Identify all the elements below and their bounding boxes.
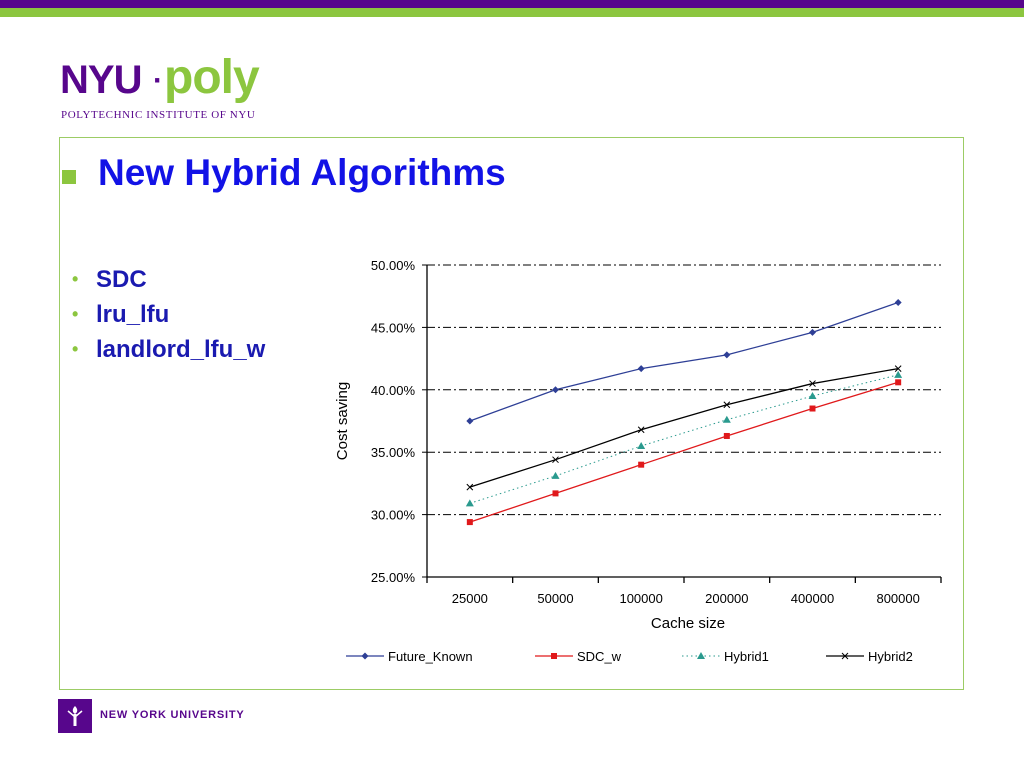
- y-axis-label: Cost saving: [334, 382, 351, 460]
- nyu-torch-icon: [58, 699, 92, 733]
- star-stroke: [841, 652, 849, 660]
- logo-poly-text: poly: [164, 51, 260, 104]
- data-point-star: [841, 652, 849, 660]
- data-point-diamond: [361, 652, 369, 660]
- y-tick-label: 50.00%: [371, 258, 416, 273]
- star-stroke: [637, 426, 645, 434]
- series-sdc-w: [466, 379, 902, 526]
- data-point-star: [637, 426, 645, 434]
- title-bullet-square: [62, 170, 76, 184]
- bullet-text: landlord_lfu_w: [96, 336, 266, 363]
- data-point-triangle: [808, 392, 817, 400]
- star-stroke: [894, 365, 902, 372]
- bullet-item: • SDC: [72, 262, 265, 297]
- y-tick-label: 35.00%: [371, 445, 416, 460]
- data-point-star: [723, 401, 731, 409]
- top-bar-green: [0, 8, 1024, 17]
- data-point-triangle: [894, 370, 903, 378]
- data-point-square: [466, 519, 473, 526]
- legend-label: Hybrid1: [724, 649, 769, 664]
- legend-label: SDC_w: [577, 649, 622, 664]
- x-tick-label: 400000: [791, 591, 834, 606]
- legend-item: Future_Known: [346, 649, 473, 664]
- legend-item: Hybrid1: [682, 649, 769, 664]
- series-line: [469, 367, 899, 488]
- series-line: [469, 301, 899, 422]
- bullet-dot-icon: •: [72, 304, 79, 324]
- data-point-triangle: [697, 652, 705, 659]
- footer-org-name: NEW YORK UNIVERSITY: [100, 709, 245, 721]
- series-hybrid2: [466, 365, 902, 491]
- y-tick-label: 25.00%: [371, 570, 416, 585]
- x-tick-label: 800000: [876, 591, 919, 606]
- data-point-square: [723, 432, 730, 439]
- x-tick-label: 100000: [619, 591, 662, 606]
- bullet-text: SDC: [96, 266, 147, 293]
- data-point-triangle: [465, 499, 474, 507]
- x-tick-label: 50000: [537, 591, 573, 606]
- y-tick-label: 45.00%: [371, 320, 416, 335]
- star-stroke: [466, 483, 474, 491]
- data-point-square: [552, 490, 559, 497]
- series-future-known: [466, 298, 902, 425]
- data-point-star: [809, 380, 816, 387]
- data-point-triangle: [722, 415, 731, 423]
- nyu-poly-logo: NYU · poly POLYTECHNIC INSTITUTE OF NYU: [60, 51, 280, 122]
- data-point-diamond: [894, 298, 902, 306]
- bullet-item: • landlord_lfu_w: [72, 332, 265, 367]
- star-stroke: [552, 456, 559, 464]
- data-point-square: [551, 653, 557, 659]
- series-line: [469, 381, 899, 523]
- data-point-square: [895, 379, 902, 386]
- legend-item: SDC_w: [535, 649, 622, 664]
- bullet-dot-icon: •: [72, 339, 79, 359]
- series-line: [469, 374, 899, 504]
- slide-title: New Hybrid Algorithms: [98, 152, 506, 193]
- data-point-triangle: [551, 471, 560, 479]
- data-point-star: [466, 483, 474, 491]
- bullet-text: lru_lfu: [96, 301, 170, 328]
- legend-item: Hybrid2: [826, 649, 913, 664]
- y-tick-label: 30.00%: [371, 508, 416, 523]
- logo-dot: ·: [153, 64, 163, 97]
- data-point-diamond: [552, 386, 559, 394]
- data-point-square: [638, 461, 645, 468]
- data-point-diamond: [466, 417, 474, 425]
- data-point-star: [552, 456, 559, 464]
- bullet-dot-icon: •: [72, 269, 79, 289]
- series-hybrid1: [465, 370, 903, 507]
- x-tick-label: 25000: [452, 591, 488, 606]
- bullet-item: • lru_lfu: [72, 297, 265, 332]
- y-tick-label: 40.00%: [371, 383, 416, 398]
- logo-nyu-text: NYU: [60, 58, 142, 102]
- legend-label: Future_Known: [388, 649, 473, 664]
- data-point-square: [809, 405, 816, 412]
- top-bar-purple: [0, 0, 1024, 8]
- star-stroke: [723, 401, 731, 409]
- data-point-diamond: [637, 365, 645, 373]
- logo-subtitle: POLYTECHNIC INSTITUTE OF NYU: [61, 109, 256, 121]
- data-point-diamond: [809, 328, 816, 336]
- data-point-triangle: [637, 441, 646, 449]
- star-stroke: [809, 380, 816, 387]
- bullet-list: • SDC • lru_lfu • landlord_lfu_w: [72, 262, 265, 367]
- x-axis-label: Cache size: [651, 615, 725, 632]
- data-point-diamond: [723, 351, 731, 359]
- slide-frame: [59, 137, 964, 690]
- legend-label: Hybrid2: [868, 649, 913, 664]
- x-tick-label: 200000: [705, 591, 748, 606]
- data-point-star: [894, 365, 902, 372]
